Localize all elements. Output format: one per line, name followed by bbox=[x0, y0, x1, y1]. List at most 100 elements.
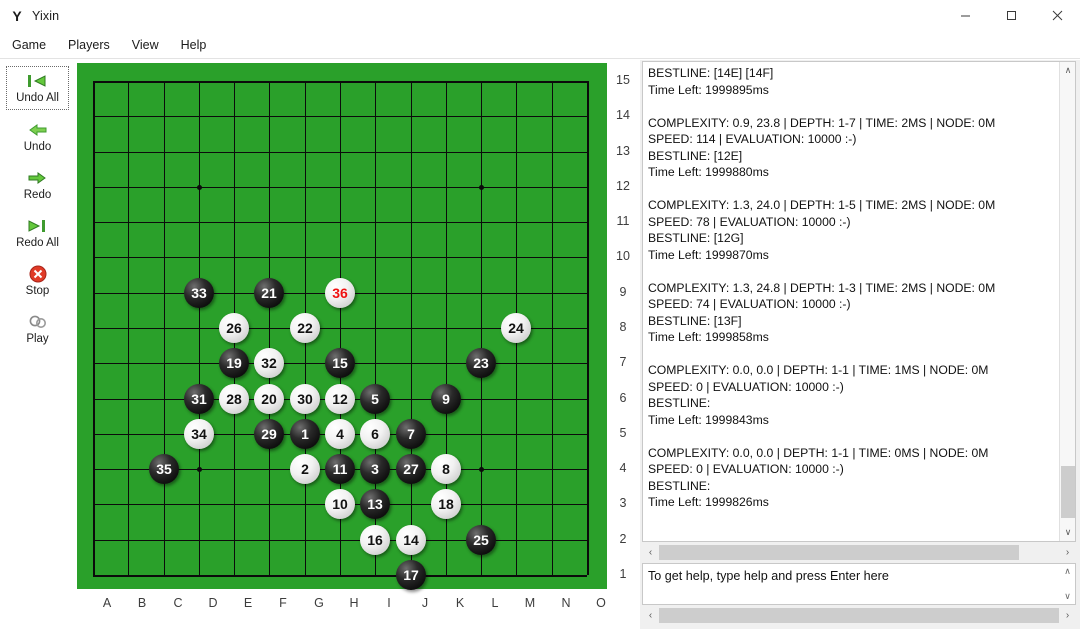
row-label-6: 6 bbox=[619, 391, 627, 405]
menu-item-players[interactable]: Players bbox=[68, 37, 110, 52]
grid-line-vertical bbox=[587, 81, 589, 575]
stone-C4[interactable]: 35 bbox=[149, 454, 179, 484]
stone-J5[interactable]: 7 bbox=[396, 419, 426, 449]
command-input[interactable]: To get help, type help and press Enter h… bbox=[642, 563, 1076, 605]
stone-G6[interactable]: 30 bbox=[290, 384, 320, 414]
command-scroll-right-arrow-icon[interactable]: › bbox=[1065, 610, 1070, 621]
log-hscroll-thumb[interactable] bbox=[659, 545, 1019, 560]
stop-button[interactable]: Stop bbox=[6, 260, 69, 302]
stone-H3[interactable]: 10 bbox=[325, 489, 355, 519]
stop-label: Stop bbox=[25, 285, 50, 297]
stone-G8[interactable]: 22 bbox=[290, 313, 320, 343]
stone-I2[interactable]: 16 bbox=[360, 525, 390, 555]
row-label-4: 4 bbox=[619, 461, 627, 475]
stone-G5[interactable]: 1 bbox=[290, 419, 320, 449]
scroll-down-arrow-icon[interactable]: ∨ bbox=[1064, 527, 1072, 537]
row-label-15: 15 bbox=[616, 73, 630, 87]
stone-K3[interactable]: 18 bbox=[431, 489, 461, 519]
scroll-right-arrow-icon[interactable]: › bbox=[1065, 547, 1070, 558]
grid-line-vertical bbox=[552, 81, 553, 575]
column-label-D: D bbox=[208, 596, 218, 610]
stone-H4[interactable]: 11 bbox=[325, 454, 355, 484]
stone-K6[interactable]: 9 bbox=[431, 384, 461, 414]
stone-I3[interactable]: 13 bbox=[360, 489, 390, 519]
command-horizontal-scrollbar[interactable]: ‹ › bbox=[642, 607, 1076, 624]
stone-K4[interactable]: 8 bbox=[431, 454, 461, 484]
stone-E8[interactable]: 26 bbox=[219, 313, 249, 343]
row-label-9: 9 bbox=[619, 285, 627, 299]
play-icon bbox=[28, 311, 48, 332]
column-label-H: H bbox=[349, 596, 359, 610]
stone-J4[interactable]: 27 bbox=[396, 454, 426, 484]
stone-D6[interactable]: 31 bbox=[184, 384, 214, 414]
menu-item-help[interactable]: Help bbox=[180, 37, 207, 52]
grid-line-horizontal bbox=[93, 575, 587, 577]
stone-F5[interactable]: 29 bbox=[254, 419, 284, 449]
window-controls bbox=[942, 0, 1080, 31]
stone-F7[interactable]: 32 bbox=[254, 348, 284, 378]
stone-D9[interactable]: 33 bbox=[184, 278, 214, 308]
app-logo-icon: Y bbox=[12, 7, 22, 24]
command-input-text: To get help, type help and press Enter h… bbox=[648, 569, 889, 583]
row-label-3: 3 bbox=[619, 496, 627, 510]
column-label-E: E bbox=[243, 596, 253, 610]
undo-all-icon bbox=[27, 70, 48, 91]
redo-icon bbox=[27, 167, 48, 188]
stone-H5[interactable]: 4 bbox=[325, 419, 355, 449]
log-horizontal-scrollbar[interactable]: ‹ › bbox=[642, 544, 1076, 561]
stone-F9[interactable]: 21 bbox=[254, 278, 284, 308]
stone-H6[interactable]: 12 bbox=[325, 384, 355, 414]
command-scroll-down-arrow-icon[interactable]: ∨ bbox=[1064, 591, 1071, 601]
log-scroll-thumb[interactable] bbox=[1061, 466, 1075, 518]
command-scroll-left-arrow-icon[interactable]: ‹ bbox=[648, 610, 653, 621]
redo-button[interactable]: Redo bbox=[6, 164, 69, 206]
stone-I5[interactable]: 6 bbox=[360, 419, 390, 449]
row-label-10: 10 bbox=[616, 249, 630, 263]
stone-J2[interactable]: 14 bbox=[396, 525, 426, 555]
menu-item-view[interactable]: View bbox=[131, 37, 159, 52]
undo-all-button[interactable]: Undo All bbox=[6, 66, 69, 110]
close-button[interactable] bbox=[1034, 0, 1080, 31]
stone-E7[interactable]: 19 bbox=[219, 348, 249, 378]
undo-label: Undo bbox=[23, 141, 52, 153]
minimize-button[interactable] bbox=[942, 0, 988, 31]
stone-G4[interactable]: 2 bbox=[290, 454, 320, 484]
maximize-icon bbox=[1006, 11, 1016, 20]
menu-item-game[interactable]: Game bbox=[12, 37, 47, 52]
log-hscroll-track[interactable] bbox=[659, 544, 1059, 561]
stone-F6[interactable]: 20 bbox=[254, 384, 284, 414]
grid-line-vertical bbox=[481, 81, 482, 575]
column-label-I: I bbox=[387, 596, 391, 610]
row-label-13: 13 bbox=[616, 144, 630, 158]
maximize-button[interactable] bbox=[988, 0, 1034, 31]
column-label-J: J bbox=[421, 596, 429, 610]
stone-J1[interactable]: 17 bbox=[396, 560, 426, 590]
command-hscroll-track[interactable] bbox=[659, 607, 1059, 624]
gomoku-board[interactable]: 1 2 3 4 5 6 7 8 9 10 11 12 13 14 15 16 17 18 19 20 21 22 23 24 2… bbox=[77, 63, 607, 590]
play-button[interactable]: Play bbox=[6, 308, 69, 350]
stone-H7[interactable]: 15 bbox=[325, 348, 355, 378]
engine-log-box[interactable]: BESTLINE: [14E] [14F] Time Left: 1999895… bbox=[642, 61, 1076, 542]
redo-all-button[interactable]: Redo All bbox=[6, 212, 69, 254]
stone-L2[interactable]: 25 bbox=[466, 525, 496, 555]
column-label-N: N bbox=[561, 596, 571, 610]
command-scroll-up-arrow-icon[interactable]: ∧ bbox=[1064, 566, 1071, 576]
stone-L7[interactable]: 23 bbox=[466, 348, 496, 378]
left-toolbar: Undo All Undo Redo bbox=[0, 60, 75, 629]
stone-I6[interactable]: 5 bbox=[360, 384, 390, 414]
scroll-up-arrow-icon[interactable]: ∧ bbox=[1064, 65, 1072, 75]
scroll-left-arrow-icon[interactable]: ‹ bbox=[648, 547, 653, 558]
row-label-14: 14 bbox=[616, 108, 630, 122]
command-hscroll-thumb[interactable] bbox=[659, 608, 1059, 623]
board-grid[interactable]: 1 2 3 4 5 6 7 8 9 10 11 12 13 14 15 16 17 18 19 20 21 22 23 24 2… bbox=[93, 81, 589, 590]
undo-button[interactable]: Undo bbox=[6, 116, 69, 158]
command-vertical-scrollbar[interactable]: ∧ ∨ bbox=[1060, 564, 1075, 604]
column-label-M: M bbox=[524, 596, 536, 610]
undo-all-label: Undo All bbox=[16, 92, 59, 104]
log-vertical-scrollbar[interactable]: ∧ ∨ bbox=[1059, 62, 1075, 541]
stone-D5[interactable]: 34 bbox=[184, 419, 214, 449]
stone-E6[interactable]: 28 bbox=[219, 384, 249, 414]
stone-I4[interactable]: 3 bbox=[360, 454, 390, 484]
stone-H9[interactable]: 36 bbox=[325, 278, 355, 308]
stone-M8[interactable]: 24 bbox=[501, 313, 531, 343]
